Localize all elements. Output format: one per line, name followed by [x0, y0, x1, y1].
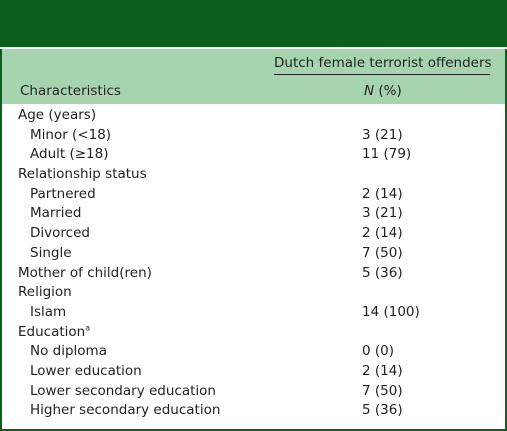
row-value: 7 (50)	[362, 244, 403, 261]
row-value: 3 (21)	[362, 126, 403, 143]
table-row: Relationship status	[2, 165, 505, 185]
row-value: 11 (79)	[362, 146, 412, 163]
row-value: 7 (50)	[362, 382, 403, 399]
table-row: Divorced 2 (14)	[2, 224, 505, 244]
row-label: Married	[30, 205, 82, 222]
row-label: Divorced	[30, 225, 90, 242]
table-row: Lower education 2 (14)	[2, 362, 505, 382]
table-row: Mother of child(ren) 5 (36)	[2, 264, 505, 284]
row-label: Religion	[18, 284, 72, 301]
row-label: Adult (≥18)	[30, 146, 109, 163]
title-band	[0, 19, 507, 47]
row-value: 2 (14)	[362, 225, 403, 242]
row-label: Higher secondary education	[30, 402, 221, 419]
table-row: Single 7 (50)	[2, 244, 505, 264]
table-row: Adult (≥18) 11 (79)	[2, 145, 505, 165]
n-heading-italic: N	[364, 83, 375, 99]
row-value: 0 (0)	[362, 343, 395, 360]
row-label: Lower education	[30, 362, 142, 379]
top-bar	[0, 0, 507, 19]
table-row: Higher secondary education 5 (36)	[2, 401, 505, 421]
row-label: Partnered	[30, 185, 96, 202]
row-label: No diploma	[30, 343, 107, 360]
table-header: Dutch female terrorist offenders Charact…	[2, 49, 505, 104]
percent-heading-suffix: (%)	[374, 83, 402, 99]
row-label: Minor (<18)	[30, 126, 112, 143]
row-value: 2 (14)	[362, 185, 403, 202]
row-value: 5 (36)	[362, 402, 403, 419]
footnote-marker: a	[85, 323, 91, 333]
table-row: Religion	[2, 283, 505, 303]
row-value: 3 (21)	[362, 205, 403, 222]
row-value: 2 (14)	[362, 362, 403, 379]
row-value: 14 (100)	[362, 303, 420, 320]
table-row: Islam 14 (100)	[2, 303, 505, 323]
row-label: Lower secondary education	[30, 382, 216, 399]
table-row: Minor (<18) 3 (21)	[2, 126, 505, 146]
n-percent-heading: N (%)	[364, 83, 402, 99]
row-value: 5 (36)	[362, 264, 403, 281]
row-label: Mother of child(ren)	[18, 264, 152, 281]
table-row: Educationa	[2, 323, 505, 343]
row-label: Educationa	[18, 323, 91, 340]
column-group-heading: Dutch female terrorist offenders	[274, 55, 492, 71]
row-label: Relationship status	[18, 166, 147, 183]
band-divider	[0, 47, 507, 49]
table-row: Married 3 (21)	[2, 204, 505, 224]
row-label: Single	[30, 244, 72, 261]
column-group-rule	[274, 74, 490, 75]
row-label: Islam	[30, 303, 67, 320]
table-row: Partnered 2 (14)	[2, 185, 505, 205]
table-body: Age (years) Minor (<18) 3 (21) Adult (≥18) 1…	[2, 106, 505, 421]
characteristics-heading: Characteristics	[20, 83, 121, 99]
row-label: Age (years)	[18, 107, 97, 123]
table-row: Age (years)	[2, 106, 505, 126]
table-row: Lower secondary education 7 (50)	[2, 382, 505, 402]
table-row: No diploma 0 (0)	[2, 342, 505, 362]
